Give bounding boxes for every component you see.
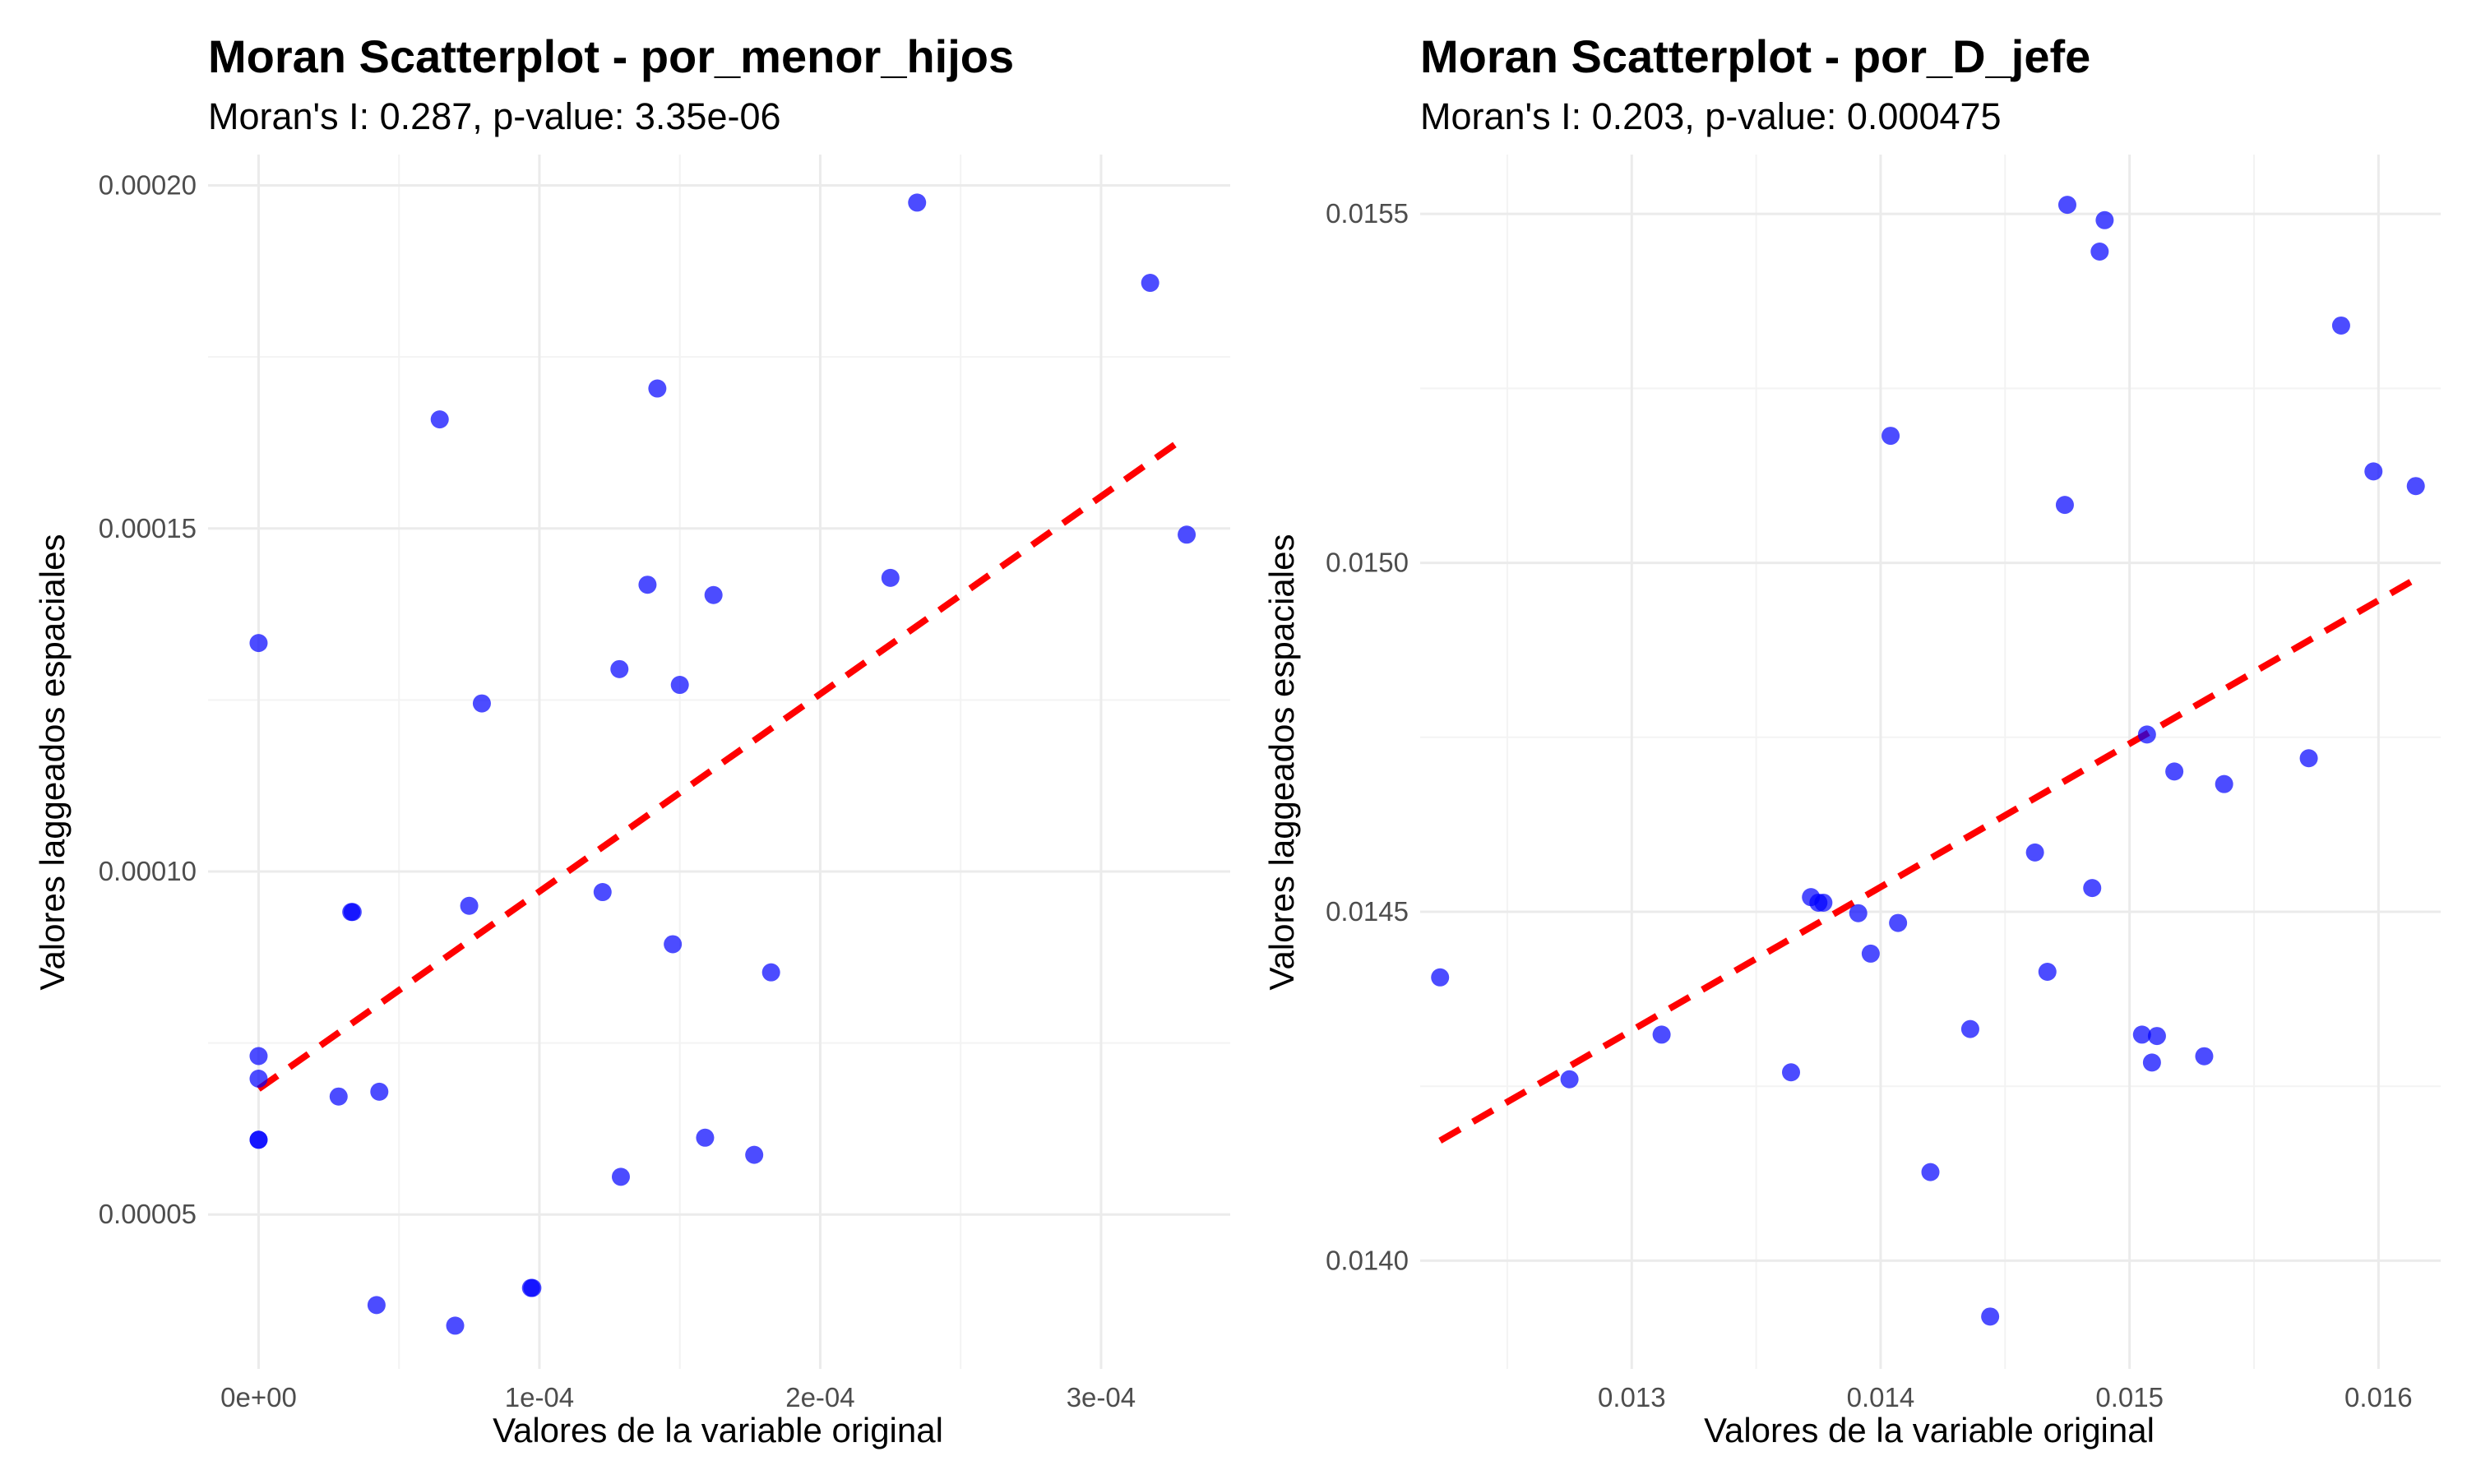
data-point	[2215, 774, 2233, 793]
y-tick-label: 0.0145	[1326, 896, 1409, 927]
data-point	[1849, 904, 1868, 922]
data-point	[611, 1167, 630, 1186]
x-tick-label: 0.015	[2095, 1382, 2164, 1412]
chart-subtitle: Moran's I: 0.203, p-value: 0.000475	[1420, 95, 2002, 137]
trend-line	[257, 434, 1187, 1092]
data-point	[908, 193, 927, 212]
data-point	[370, 1082, 389, 1101]
data-point	[2095, 210, 2114, 229]
x-tick-label: 0.013	[1598, 1382, 1666, 1412]
data-point	[249, 1047, 268, 1066]
y-tick-label: 0.0150	[1326, 548, 1409, 578]
data-point	[610, 659, 629, 678]
data-point	[648, 379, 667, 398]
data-point	[2299, 749, 2318, 768]
y-tick-label: 0.00010	[99, 856, 197, 886]
data-point	[881, 568, 900, 587]
data-point	[367, 1296, 386, 1315]
y-axis-ticks: 0.0140 0.0145 0.0150 0.0155	[1326, 198, 1409, 1275]
points-group	[249, 193, 1196, 1335]
data-point	[704, 585, 723, 604]
x-tick-label: 2e-04	[785, 1382, 854, 1412]
data-point	[2132, 1025, 2151, 1044]
y-axis-ticks: 0.00005 0.00010 0.00015 0.00020	[99, 170, 197, 1230]
chart-title: Moran Scatterplot - por_D_jefe	[1420, 30, 2090, 82]
data-point	[1861, 944, 1880, 963]
data-point	[696, 1128, 715, 1147]
grid	[1420, 155, 2441, 1369]
data-point	[1960, 1019, 1979, 1038]
x-tick-label: 0.016	[2344, 1382, 2413, 1412]
data-point	[2364, 462, 2383, 481]
data-point	[593, 883, 612, 902]
grid	[208, 155, 1230, 1369]
data-point	[1881, 427, 1900, 446]
x-axis-title: Valores de la variable original	[493, 1411, 943, 1449]
x-tick-label: 0e+00	[220, 1382, 297, 1412]
data-point	[460, 896, 479, 915]
panel-por-menor-hijos: Moran Scatterplot - por_menor_hijos Mora…	[33, 30, 1230, 1449]
trend-line	[1438, 576, 2418, 1144]
data-point	[1889, 913, 1908, 932]
data-point	[2137, 725, 2156, 744]
data-point	[1141, 274, 1159, 293]
x-axis-title: Valores de la variable original	[1704, 1411, 2155, 1449]
data-point	[249, 1130, 268, 1149]
chart-subtitle: Moran's I: 0.287, p-value: 3.35e-06	[208, 95, 781, 137]
y-axis-title: Valores laggeados espaciales	[1262, 534, 1301, 991]
data-point	[343, 903, 362, 922]
data-point	[329, 1087, 348, 1106]
y-tick-label: 0.0140	[1326, 1245, 1409, 1275]
data-point	[664, 935, 683, 954]
data-point	[2038, 963, 2057, 982]
data-point	[2083, 879, 2102, 898]
data-point	[1781, 1063, 1800, 1082]
data-point	[1178, 525, 1196, 544]
data-point	[638, 576, 657, 594]
trend-line-group	[257, 434, 1187, 1092]
y-tick-label: 0.00005	[99, 1199, 197, 1229]
data-point	[2147, 1027, 2166, 1046]
data-point	[670, 676, 689, 695]
data-point	[745, 1145, 764, 1164]
data-point	[1560, 1070, 1579, 1089]
data-point	[430, 410, 449, 429]
data-point	[2090, 242, 2109, 261]
data-point	[761, 963, 780, 982]
data-point	[1814, 893, 1833, 912]
x-tick-label: 0.014	[1847, 1382, 1915, 1412]
data-point	[2057, 196, 2076, 215]
data-point	[523, 1278, 542, 1297]
data-point	[446, 1316, 465, 1335]
y-tick-label: 0.0155	[1326, 198, 1409, 229]
data-point	[1981, 1307, 2000, 1326]
data-point	[2195, 1047, 2214, 1066]
chart-title: Moran Scatterplot - por_menor_hijos	[208, 30, 1014, 82]
points-group	[1431, 196, 2425, 1326]
trend-line-group	[1438, 576, 2418, 1144]
y-axis-title: Valores laggeados espaciales	[33, 534, 72, 991]
data-point	[472, 694, 491, 713]
x-axis-ticks: 0.013 0.014 0.015 0.016	[1598, 1382, 2413, 1412]
x-tick-label: 3e-04	[1067, 1382, 1136, 1412]
data-point	[2165, 762, 2184, 781]
panel-por-d-jefe: Moran Scatterplot - por_D_jefe Moran's I…	[1262, 30, 2441, 1449]
data-point	[2142, 1053, 2161, 1072]
data-point	[2331, 316, 2350, 335]
x-axis-ticks: 0e+00 1e-04 2e-04 3e-04	[220, 1382, 1136, 1412]
data-point	[249, 1070, 268, 1089]
data-point	[1431, 968, 1450, 987]
y-tick-label: 0.00020	[99, 170, 197, 201]
data-point	[249, 634, 268, 653]
data-point	[2025, 843, 2044, 862]
data-point	[1652, 1025, 1671, 1044]
data-point	[2055, 496, 2074, 515]
x-tick-label: 1e-04	[505, 1382, 574, 1412]
data-point	[2406, 477, 2425, 496]
y-tick-label: 0.00015	[99, 513, 197, 543]
data-point	[1921, 1163, 1940, 1181]
